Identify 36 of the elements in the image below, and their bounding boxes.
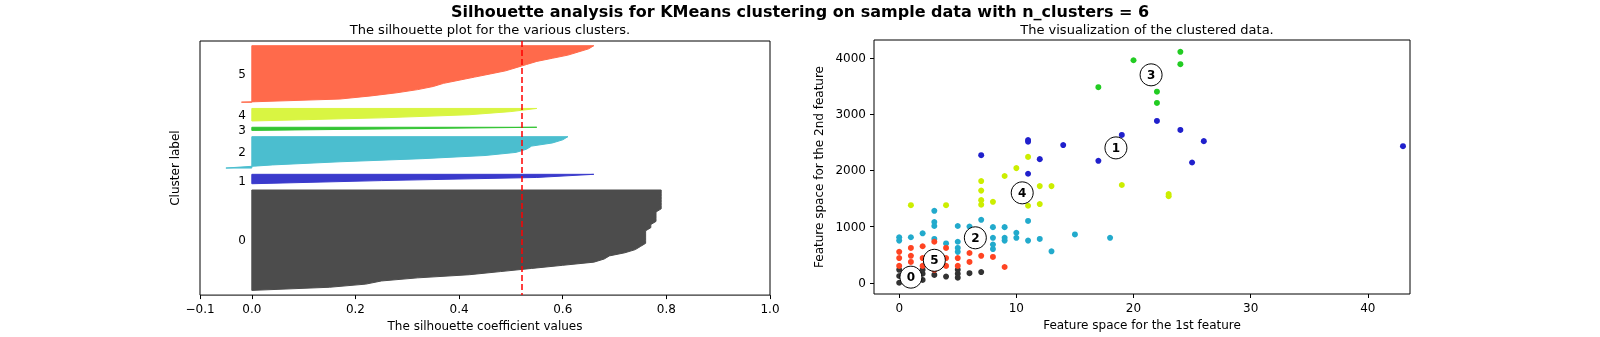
series-label: 2 [238, 145, 246, 160]
annotation: 3 [1146, 67, 1156, 82]
x-axis-title: The silhouette coefficient values [386, 319, 583, 333]
x-tick-label: −0.1 [185, 302, 215, 317]
x-tick-label: 30 [1243, 301, 1259, 315]
chart-subtitle: The visualization of the clustered data. [1019, 22, 1274, 37]
y-tick-label: 2000 [835, 163, 866, 178]
annotation: 1 [1111, 140, 1121, 155]
x-tick-label: 0.0 [242, 302, 262, 317]
chart-subtitle: The silhouette plot for the various clusters. [348, 22, 631, 37]
x-tick-label: 40 [1360, 301, 1376, 315]
x-tick-label: 1.0 [760, 302, 780, 317]
series-label: 1 [238, 173, 246, 188]
y-tick-label: 1000 [835, 219, 866, 234]
annotation: 0 [906, 270, 916, 285]
x-tick-label: 10 [1008, 301, 1024, 315]
y-axis-title: Feature space for the 2nd feature [811, 66, 826, 268]
y-tick-label: 0 [858, 275, 866, 290]
series-label: 5 [238, 66, 246, 81]
x-tick-label: 0.6 [553, 302, 573, 317]
x-tick-label: 0.4 [449, 302, 469, 317]
series-label: 4 [238, 107, 246, 122]
x-axis-title: Feature space for the 1st feature [1043, 317, 1241, 332]
annotation: 2 [971, 230, 980, 245]
annotation: 5 [930, 253, 939, 268]
series-label: 3 [238, 123, 246, 138]
y-axis-title: Cluster label [168, 130, 183, 206]
chart-title: Silhouette analysis for KMeans clustering on sample data with n_clusters = 6 [449, 2, 1151, 21]
x-tick-label: 0 [895, 301, 904, 315]
annotation: 4 [1018, 185, 1027, 200]
x-tick-label: 20 [1125, 301, 1142, 315]
x-tick-label: 0.2 [345, 302, 365, 317]
x-tick-label: 0.8 [656, 302, 676, 317]
y-tick-label: 4000 [835, 50, 866, 65]
series-label: 0 [238, 233, 246, 248]
y-tick-label: 3000 [835, 107, 866, 122]
